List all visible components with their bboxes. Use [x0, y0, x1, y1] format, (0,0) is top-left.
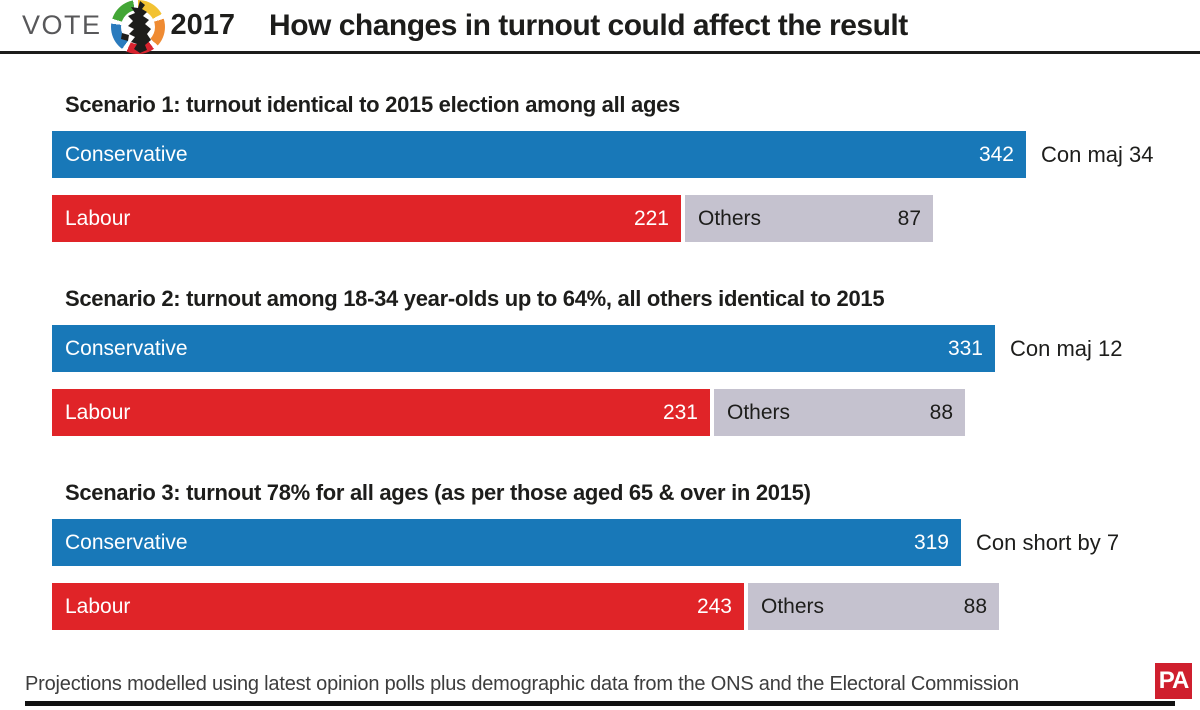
header: VOTE 2017 How changes in turnout could a… — [0, 0, 1200, 54]
others-bar-value: 88 — [963, 594, 987, 618]
others-bar: Others 88 — [748, 583, 999, 630]
majority-annotation: Con short by 7 — [976, 529, 1120, 555]
source-note: Projections modelled using latest opinio… — [25, 673, 1019, 695]
election-ring-icon — [110, 0, 165, 54]
labour-others-row: Labour 231 Others 88 — [52, 389, 1200, 436]
scenario-section: Scenario 1: turnout identical to 2015 el… — [52, 92, 1200, 242]
pa-logo: PA — [1155, 663, 1192, 699]
labour-bar: Labour 221 — [52, 195, 681, 242]
scenario-heading: Scenario 1: turnout identical to 2015 el… — [65, 92, 680, 117]
conservative-row: Conservative 331 Con maj 12 — [52, 325, 1200, 372]
conservative-row: Conservative 319 Con short by 7 — [52, 519, 1200, 566]
labour-bar-value: 221 — [633, 206, 669, 230]
labour-bar: Labour 243 — [52, 583, 744, 630]
labour-bar-value: 243 — [696, 594, 732, 618]
scenario-list: Scenario 1: turnout identical to 2015 el… — [52, 54, 1200, 630]
conservative-bar-value: 342 — [978, 142, 1014, 166]
scenario-section: Scenario 2: turnout among 18-34 year-old… — [52, 286, 1200, 436]
others-bar-label: Others — [761, 594, 825, 618]
others-bar: Others 88 — [714, 389, 965, 436]
others-bar-value: 88 — [929, 400, 953, 424]
conservative-bar-value: 331 — [947, 336, 983, 360]
bottom-rule — [25, 701, 1175, 706]
others-bar-value: 87 — [897, 206, 921, 230]
labour-others-row: Labour 221 Others 87 — [52, 195, 1200, 242]
labour-bar-label: Labour — [65, 594, 131, 618]
others-bar-label: Others — [727, 400, 791, 424]
conservative-bar-value: 319 — [913, 530, 949, 554]
scenario-heading: Scenario 3: turnout 78% for all ages (as… — [65, 480, 811, 505]
labour-bar-value: 231 — [662, 400, 698, 424]
scenario-heading: Scenario 2: turnout among 18-34 year-old… — [65, 286, 885, 311]
conservative-bar-label: Conservative — [65, 142, 188, 166]
uk-map-icon — [120, 0, 151, 53]
labour-bar-label: Labour — [65, 206, 131, 230]
labour-bar-label: Labour — [65, 400, 131, 424]
labour-bar: Labour 231 — [52, 389, 710, 436]
conservative-row: Conservative 342 Con maj 34 — [52, 131, 1200, 178]
page-title: How changes in turnout could affect the … — [269, 8, 908, 42]
labour-others-row: Labour 243 Others 88 — [52, 583, 1200, 630]
conservative-bar-label: Conservative — [65, 530, 188, 554]
conservative-bar: Conservative 331 — [52, 325, 995, 372]
conservative-bar: Conservative 319 — [52, 519, 961, 566]
vote-label: VOTE — [22, 10, 102, 40]
conservative-bar-label: Conservative — [65, 336, 188, 360]
year-label: 2017 — [170, 9, 236, 41]
others-bar: Others 87 — [685, 195, 933, 242]
majority-annotation: Con maj 34 — [1041, 141, 1154, 167]
majority-annotation: Con maj 12 — [1010, 335, 1123, 361]
others-bar-label: Others — [698, 206, 762, 230]
conservative-bar: Conservative 342 — [52, 131, 1026, 178]
scenario-section: Scenario 3: turnout 78% for all ages (as… — [52, 480, 1200, 630]
vote-2017-brand: VOTE 2017 — [22, 0, 235, 54]
